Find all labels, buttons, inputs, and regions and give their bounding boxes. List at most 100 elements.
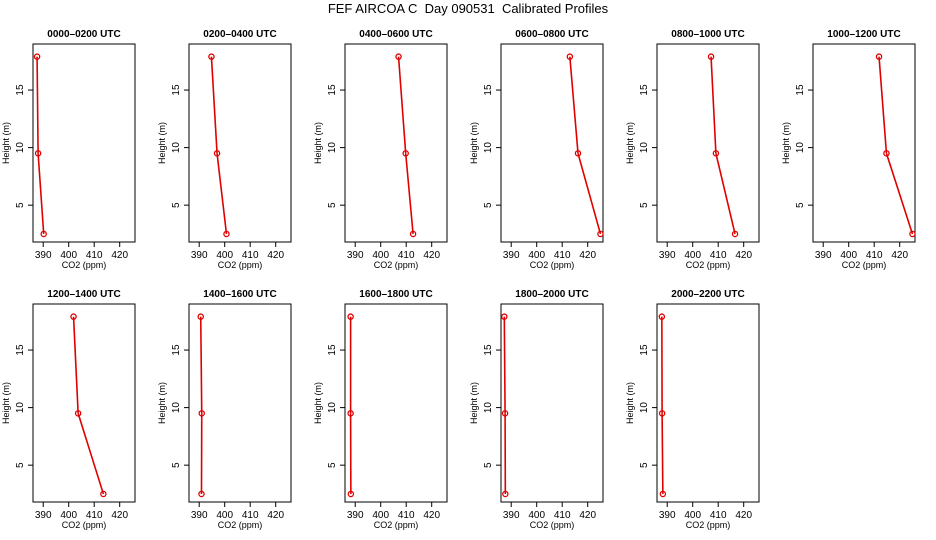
x-tick-label: 420 <box>579 250 596 261</box>
panel-4: 0600–0800 UTC 390 400 410 420 5 10 15 CO2 (ppm) H… <box>469 29 604 270</box>
y-tick-label: 5 <box>171 202 182 208</box>
x-tick-label: 400 <box>60 510 77 521</box>
y-tick-label: 5 <box>795 202 806 208</box>
y-tick-label: 10 <box>639 402 650 414</box>
y-tick-label: 10 <box>171 402 182 414</box>
x-tick-label: 390 <box>659 250 676 261</box>
y-tick-label: 15 <box>171 84 182 96</box>
y-tick-label: 5 <box>483 202 494 208</box>
x-axis-label: CO2 (ppm) <box>218 520 263 530</box>
y-tick-label: 15 <box>795 84 806 96</box>
y-axis-label: Height (m) <box>625 382 635 424</box>
panel-8: 1400–1600 UTC 390 400 410 420 5 10 15 CO2 (ppm) H… <box>157 289 292 530</box>
panel-title: 2000–2200 UTC <box>671 289 744 300</box>
x-tick-label: 400 <box>60 250 77 261</box>
panel-9: 1600–1800 UTC 390 400 410 420 5 10 15 CO2 (ppm) H… <box>313 289 448 530</box>
y-tick-label: 10 <box>327 402 338 414</box>
profile-point <box>347 410 354 417</box>
plot-frame <box>188 303 292 503</box>
x-tick-label: 410 <box>710 510 727 521</box>
panel-title: 1200–1400 UTC <box>47 289 120 300</box>
profile-point <box>659 490 667 498</box>
y-tick-label: 15 <box>483 84 494 96</box>
x-tick-label: 420 <box>423 510 440 521</box>
x-tick-label: 390 <box>503 510 520 521</box>
x-tick-label: 400 <box>528 250 545 261</box>
x-tick-label: 420 <box>267 510 284 521</box>
profile-segment <box>715 153 736 235</box>
x-tick-label: 400 <box>528 510 545 521</box>
profile-point <box>731 230 739 238</box>
x-tick-label: 390 <box>503 250 520 261</box>
profile-segment <box>36 56 39 154</box>
panel-7: 1200–1400 UTC 390 400 410 420 5 10 15 CO2 (ppm) H… <box>1 289 136 530</box>
panel-title: 1400–1600 UTC <box>203 289 276 300</box>
y-axis-label: Height (m) <box>625 122 635 164</box>
profile-point <box>566 53 574 60</box>
y-tick-label: 5 <box>483 462 494 468</box>
x-axis-label: CO2 (ppm) <box>686 260 731 270</box>
profile-segment <box>661 413 664 494</box>
profile-point <box>409 230 417 238</box>
y-tick-label: 10 <box>795 142 806 154</box>
y-tick-label: 5 <box>327 202 338 208</box>
panel-5: 0800–1000 UTC 390 400 410 420 5 10 15 CO2 (ppm) H… <box>625 29 760 270</box>
x-tick-label: 390 <box>191 510 208 521</box>
profile-point <box>574 150 582 157</box>
y-tick-label: 10 <box>171 142 182 154</box>
profile-point <box>208 53 215 60</box>
y-axis-label: Height (m) <box>157 382 167 424</box>
profile-segment <box>77 413 105 495</box>
x-tick-label: 400 <box>840 250 857 261</box>
x-tick-label: 390 <box>191 250 208 261</box>
x-tick-label: 410 <box>398 250 415 261</box>
x-axis-label: CO2 (ppm) <box>374 260 419 270</box>
profile-point <box>597 230 604 238</box>
profile-segment <box>72 316 79 414</box>
profile-point <box>223 230 230 238</box>
plot-frame <box>500 303 604 503</box>
x-tick-label: 410 <box>86 250 103 261</box>
y-tick-label: 10 <box>483 142 494 154</box>
x-tick-label: 390 <box>347 510 364 521</box>
x-axis-label: CO2 (ppm) <box>62 260 107 270</box>
profile-point <box>34 150 42 157</box>
profile-point <box>347 490 355 498</box>
x-tick-label: 390 <box>347 250 364 261</box>
y-tick-label: 15 <box>639 84 650 96</box>
x-tick-label: 420 <box>735 510 752 521</box>
plot-frame <box>188 43 292 243</box>
profile-point <box>100 490 107 498</box>
x-tick-label: 410 <box>86 510 103 521</box>
x-tick-label: 390 <box>815 250 832 261</box>
y-tick-label: 5 <box>15 462 26 468</box>
x-tick-label: 400 <box>684 250 701 261</box>
profile-point <box>909 230 916 238</box>
y-axis-label: Height (m) <box>1 122 11 164</box>
x-axis-label: CO2 (ppm) <box>686 520 731 530</box>
y-tick-label: 5 <box>171 462 182 468</box>
x-tick-label: 400 <box>684 510 701 521</box>
x-tick-label: 420 <box>267 250 284 261</box>
profile-point <box>501 313 508 320</box>
x-axis-label: CO2 (ppm) <box>218 260 263 270</box>
profile-segment <box>397 56 407 154</box>
profile-segment <box>577 153 602 235</box>
y-tick-label: 5 <box>15 202 26 208</box>
profile-point <box>347 313 354 320</box>
x-axis-label: CO2 (ppm) <box>62 520 107 530</box>
x-tick-label: 410 <box>554 510 571 521</box>
panel-2: 0200–0400 UTC 390 400 410 420 5 10 15 CO2 (ppm) H… <box>157 29 292 270</box>
profile-segment <box>885 153 914 235</box>
x-tick-label: 400 <box>216 510 233 521</box>
y-axis-label: Height (m) <box>313 382 323 424</box>
profile-segment <box>569 56 579 154</box>
y-axis-label: Height (m) <box>469 122 479 164</box>
figure-title: FEF AIRCOA C Day 090531 Calibrated Profi… <box>327 1 609 16</box>
y-tick-label: 15 <box>327 344 338 356</box>
profile-point <box>658 313 666 320</box>
x-tick-label: 420 <box>111 510 128 521</box>
x-tick-label: 420 <box>891 250 908 261</box>
x-tick-label: 400 <box>216 250 233 261</box>
